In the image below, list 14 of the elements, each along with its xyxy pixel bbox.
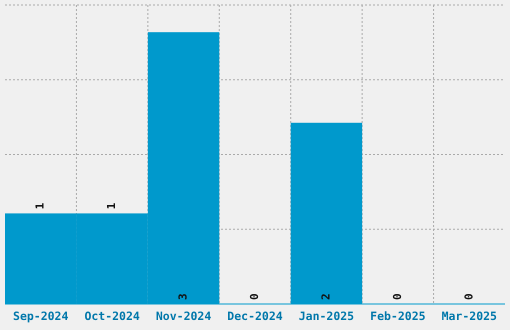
data-label: 0 [390,293,404,300]
x-tick-label: Mar-2025 [442,309,498,323]
x-tick-label: Jan-2025 [298,309,354,323]
data-label: 0 [462,293,476,300]
x-tick-label: Dec-2024 [227,309,283,323]
data-label: 3 [176,293,190,300]
data-label: 1 [105,202,118,210]
x-tick-label: Feb-2025 [370,309,426,323]
data-label: 0 [248,293,262,300]
data-label: 2 [319,293,332,300]
x-tick-label: Sep-2024 [13,309,68,323]
x-tick-label: Oct-2024 [84,309,140,323]
x-tick-label: Nov-2024 [156,309,212,323]
data-label: 1 [34,202,47,210]
